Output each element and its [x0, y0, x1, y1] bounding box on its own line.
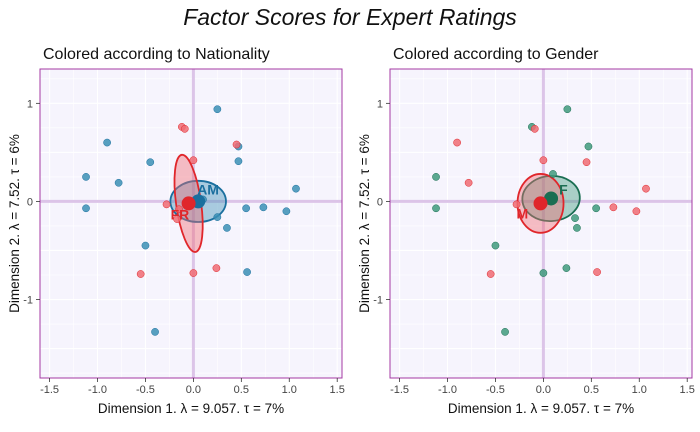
x-tick-label: -0.5 [486, 384, 505, 396]
plot-background [40, 69, 342, 378]
observation-point-m [512, 200, 521, 209]
y-axis-label: Dimension 2. λ = 7.52. τ = 6% [357, 134, 372, 313]
observation-point-m [453, 138, 461, 147]
panel-title: Colored according to Nationality [43, 46, 270, 63]
x-tick-label: 0.5 [234, 384, 249, 396]
x-axis-label: Dimension 1. λ = 9.057. τ = 7% [98, 401, 284, 416]
group-label-am: AM [197, 181, 219, 197]
observation-point-fr [136, 270, 145, 278]
observation-point-m [609, 203, 618, 212]
x-tick-label: -1.5 [40, 384, 59, 396]
y-tick-label: 1 [377, 98, 383, 110]
group-label-fr: FR [171, 206, 190, 222]
group-label-f: F [559, 181, 568, 197]
observation-point-f [432, 173, 440, 181]
observation-point-am [282, 207, 291, 216]
nationality-panel: Colored according to Nationality -1.5 -1.0… [7, 46, 345, 416]
y-tick-label: 0 [27, 196, 33, 208]
observation-point-am [213, 213, 222, 221]
observation-point-fr [180, 124, 189, 133]
observation-point-m [642, 184, 650, 193]
observation-point-m [593, 268, 601, 276]
observation-point-m [464, 178, 473, 187]
y-tick-label: 0 [377, 196, 383, 208]
observation-point-am [243, 268, 251, 276]
observation-point-f [584, 142, 593, 151]
observation-point-am [141, 241, 150, 250]
observation-point-am [259, 203, 268, 212]
observation-point-fr [189, 269, 198, 277]
observation-point-m [530, 124, 539, 133]
x-tick-label: 1.5 [680, 384, 695, 396]
observation-point-fr [189, 156, 198, 165]
x-tick-label: -1.0 [88, 384, 107, 396]
figure-title: Factor Scores for Expert Ratings [183, 4, 517, 30]
group-label-m: M [517, 205, 529, 221]
x-tick-label: 0.0 [186, 384, 201, 396]
observation-point-f [563, 105, 572, 114]
x-tick-label: 1.0 [282, 384, 297, 396]
x-tick-label: -0.5 [136, 384, 155, 396]
panel-title: Colored according to Gender [393, 46, 599, 63]
y-tick-label: -1 [373, 295, 383, 307]
x-tick-label: 1.0 [632, 384, 647, 396]
observation-point-f [573, 224, 581, 232]
observation-point-f [571, 214, 579, 222]
plot-frame [39, 68, 343, 379]
observation-point-am [213, 105, 222, 114]
observation-point-f [562, 264, 571, 272]
plot-background [390, 69, 692, 378]
observation-point-m [632, 207, 641, 216]
observation-point-am [146, 158, 155, 167]
observation-point-fr [232, 140, 241, 149]
y-axis-label: Dimension 2. λ = 7.52. τ = 6% [7, 134, 22, 313]
observation-point-fr [212, 264, 221, 272]
observation-point-f [539, 269, 548, 277]
observation-point-f [432, 204, 440, 213]
observation-point-fr [173, 215, 181, 223]
group-mean-fr [181, 196, 196, 211]
gender-panel: Colored according to Gender -1.5 -1.0 -0.5 0… [357, 46, 695, 416]
observation-point-am [103, 138, 111, 147]
observation-point-am [223, 224, 231, 232]
x-tick-label: 0.5 [584, 384, 599, 396]
observation-point-m [539, 156, 548, 165]
x-tick-label: -1.0 [438, 384, 457, 396]
y-tick-label: -1 [23, 295, 33, 307]
observation-point-m [486, 270, 495, 278]
observation-point-am [242, 204, 250, 213]
plot-frame [389, 68, 693, 379]
observation-point-am [114, 178, 123, 187]
y-tick-label: 1 [27, 98, 33, 110]
observation-point-fr [175, 205, 183, 214]
x-tick-label: 0.0 [536, 384, 551, 396]
observation-point-m [582, 158, 591, 167]
group-mean-m [533, 196, 548, 211]
observation-point-f [592, 204, 600, 213]
observation-point-am [151, 328, 159, 336]
observation-point-fr [162, 200, 171, 209]
observation-point-f [491, 241, 500, 250]
observation-point-f [549, 170, 557, 178]
x-axis-label: Dimension 1. λ = 9.057. τ = 7% [448, 401, 634, 416]
observation-point-am [234, 157, 243, 166]
x-tick-label: -1.5 [390, 384, 409, 396]
observation-point-am [292, 184, 300, 193]
x-tick-label: 1.5 [330, 384, 345, 396]
observation-point-f [501, 328, 509, 336]
observation-point-am [82, 204, 90, 213]
observation-point-am [82, 173, 90, 181]
